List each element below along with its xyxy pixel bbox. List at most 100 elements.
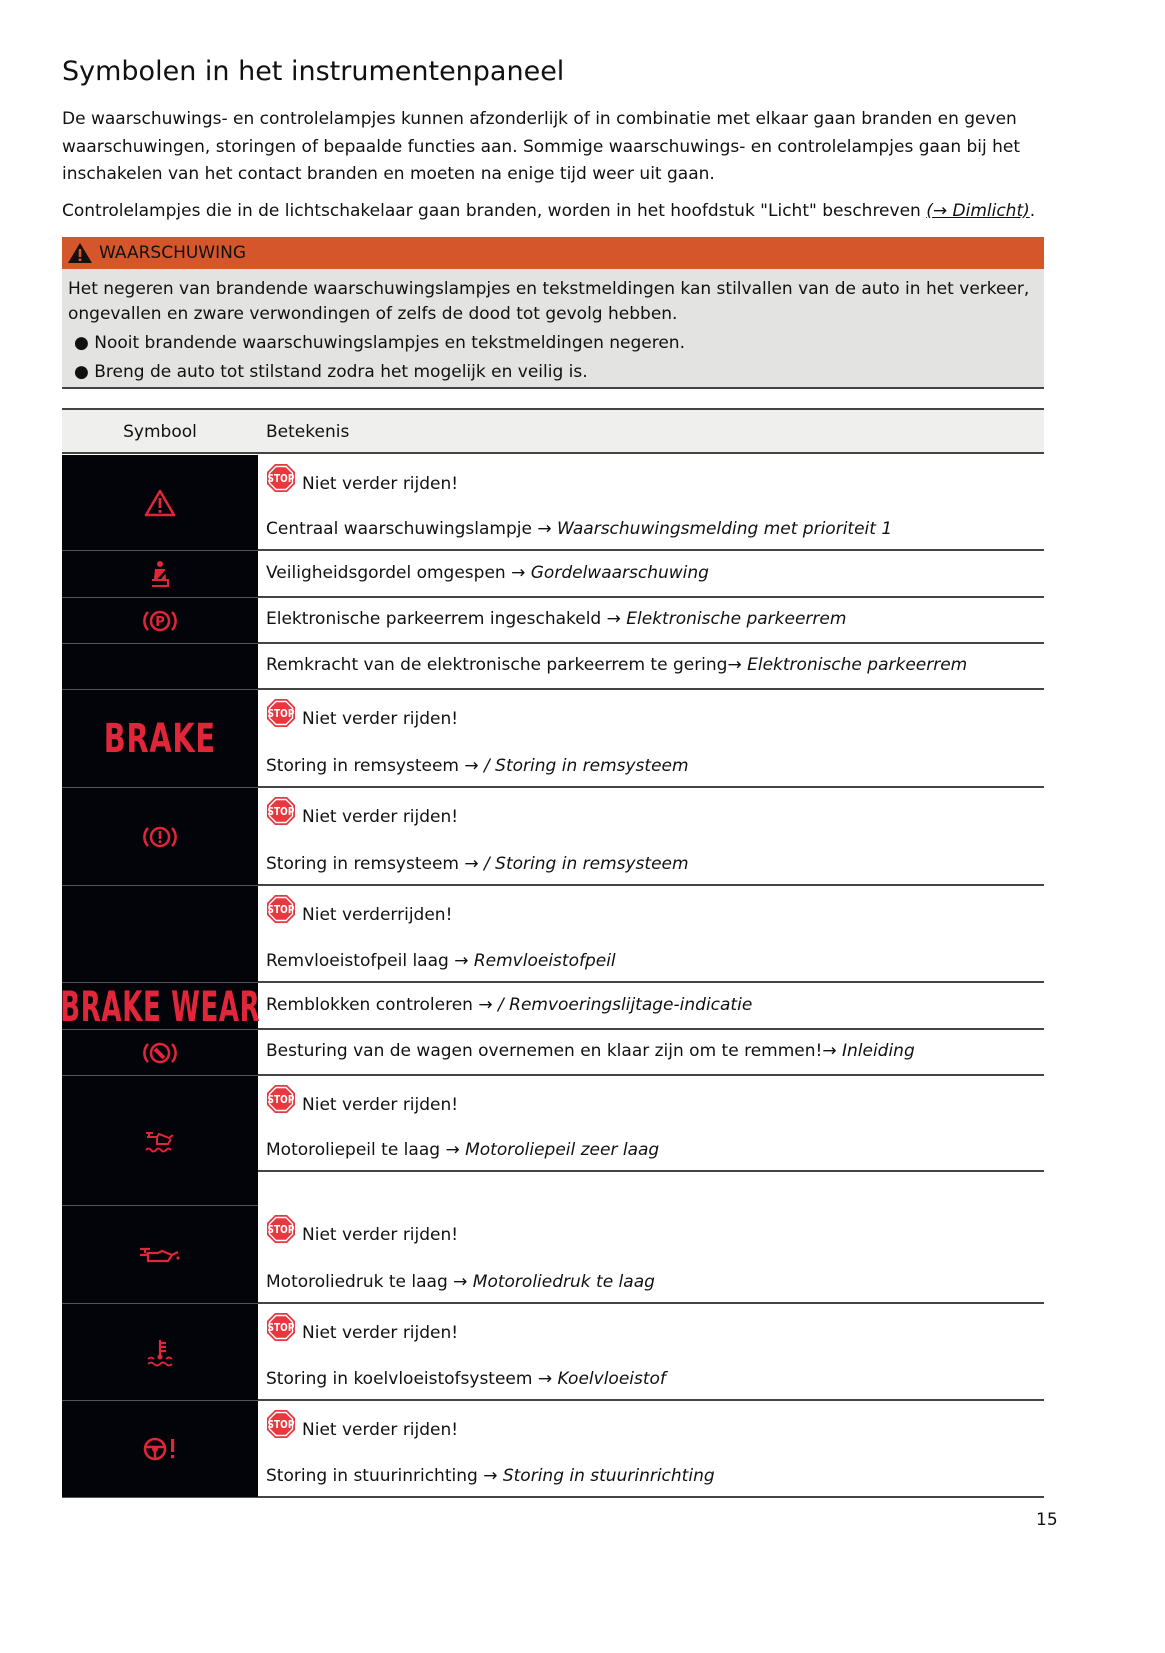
page-number: 15: [1036, 1510, 1058, 1530]
stop-icon: STOP: [267, 1313, 295, 1341]
symbol-cell: [62, 1206, 258, 1304]
symbol-cell: P: [62, 598, 258, 644]
stop-text: Niet verder rijden!: [302, 807, 459, 827]
table-header: Symbool Betekenis: [62, 408, 1044, 454]
stop-text: Niet verder rijden!: [302, 1323, 459, 1343]
table-row: Remblokken controleren → / Remvoeringsli…: [258, 983, 1044, 1030]
meaning-text: Motoroliepeil te laag →: [266, 1140, 466, 1160]
reference-link[interactable]: Inleiding: [841, 1041, 915, 1061]
driver-takeover-brake-icon: [142, 1040, 178, 1066]
symbol-cell: BRAKE WEAR: [60, 982, 259, 1031]
stop-text: Niet verder rijden!: [302, 1225, 459, 1245]
oil-level-icon: [143, 1128, 177, 1154]
steering-icon: [140, 1435, 180, 1463]
symbol-cell: BRAKE: [62, 690, 258, 788]
stop-icon: STOP: [267, 1085, 295, 1113]
reference-link[interactable]: Elektronische parkeerrem: [747, 655, 968, 675]
svg-text:STOP: STOP: [268, 1095, 295, 1107]
parking-brake-icon: P: [142, 608, 178, 634]
dimlicht-link[interactable]: (→ Dimlicht): [926, 201, 1030, 221]
meaning-text: Besturing van de wagen overnemen en klaa…: [266, 1041, 842, 1061]
svg-text:STOP: STOP: [268, 1225, 295, 1237]
meaning-text: Storing in stuurinrichting →: [266, 1466, 503, 1486]
table-row: STOP Niet verder rijden! Storing in koelvl…: [258, 1304, 1044, 1401]
svg-text:P: P: [155, 615, 165, 630]
reference-link[interactable]: / Storing in remsysteem: [484, 854, 689, 874]
intro-paragraph: De waarschuwings- en controlelampjes kun…: [62, 109, 1021, 184]
stop-text: Niet verder rijden!: [302, 709, 459, 729]
symbol-cell: [62, 1030, 258, 1076]
warning-icon: [68, 243, 92, 263]
symbol-cell: [62, 455, 258, 551]
stop-icon: STOP: [267, 1215, 295, 1243]
symbol-cell: [62, 1076, 258, 1206]
warning-triangle-icon: [143, 488, 177, 518]
reference-link[interactable]: Waarschuwingsmelding met prioriteit 1: [556, 519, 893, 539]
warning-label: WAARSCHUWING: [99, 243, 247, 263]
meaning-text: Remblokken controleren →: [266, 994, 498, 1015]
symbol-cell: [62, 788, 258, 886]
table-row: Elektronische parkeerrem ingeschakeld → …: [258, 598, 1044, 644]
stop-text: Niet verder rijden!: [302, 1095, 459, 1115]
stop-icon: STOP: [267, 797, 295, 825]
intro-paragraph-2: Controlelampjes die in de lichtschakelaa…: [62, 201, 1036, 221]
table-row: STOP Niet verder rijden! Centraal waarschu…: [258, 455, 1044, 551]
stop-icon: STOP: [267, 464, 295, 492]
stop-icon: STOP: [267, 1410, 295, 1438]
meaning-text: Centraal waarschuwingslampje →: [266, 519, 557, 539]
stop-text: Niet verderrijden!: [302, 905, 453, 925]
table-row: STOP Niet verder rijden! Motoroliepeil te …: [258, 1076, 1044, 1172]
warning-text: Het negeren van brandende waarschuwingsl…: [68, 279, 1030, 324]
reference-link[interactable]: Remvloeistofpeil: [473, 951, 616, 971]
table-row: STOP Niet verder rijden! Storing in stuuri…: [258, 1401, 1044, 1498]
reference-link[interactable]: / Remvoeringslijtage-indicatie: [498, 994, 753, 1015]
stop-icon: STOP: [267, 895, 295, 923]
warning-body: Het negeren van brandende waarschuwingsl…: [62, 269, 1044, 389]
reference-link[interactable]: Storing in stuurinrichting: [502, 1466, 715, 1486]
warning-header: WAARSCHUWING: [62, 237, 1044, 269]
coolant-icon: [145, 1337, 175, 1367]
reference-link[interactable]: Motoroliepeil zeer laag: [465, 1140, 660, 1160]
symbol-cell: [62, 551, 258, 598]
reference-link[interactable]: Motoroliedruk te laag: [472, 1272, 655, 1292]
meaning-text: Veiligheidsgordel omgespen →: [266, 562, 531, 583]
svg-text:STOP: STOP: [268, 905, 295, 917]
header-symbool: Symbool: [123, 422, 197, 442]
reference-link[interactable]: Koelvloeistof: [557, 1369, 666, 1389]
svg-text:STOP: STOP: [268, 474, 295, 486]
table-row: STOP Niet verderrijden! Remvloeistofpeil l…: [258, 886, 1044, 983]
symbol-cell: [62, 1401, 258, 1498]
meaning-text: Remvloeistofpeil laag →: [266, 951, 474, 971]
meaning-text: Storing in remsysteem →: [266, 756, 485, 776]
header-betekenis: Betekenis: [266, 422, 350, 442]
symbol-cell: [62, 644, 258, 690]
symbol-cell: [62, 886, 258, 983]
table-row: STOP Niet verder rijden! Motoroliedruk te …: [258, 1206, 1044, 1304]
table-row: Veiligheidsgordel omgespen → Gordelwaars…: [258, 551, 1044, 598]
svg-text:STOP: STOP: [268, 1323, 295, 1335]
warning-bullet: ● Breng de auto tot stilstand zodra het …: [74, 362, 588, 382]
stop-icon: STOP: [267, 699, 295, 727]
seatbelt-icon: [147, 560, 173, 588]
page-title: Symbolen in het instrumentenpaneel: [62, 56, 565, 87]
brake-system-icon: [142, 824, 178, 850]
symbol-cell: [62, 1304, 258, 1401]
svg-text:STOP: STOP: [268, 807, 295, 819]
table-row: STOP Niet verder rijden! Storing in remsys…: [258, 690, 1044, 788]
warning-bullet: ● Nooit brandende waarschuwingslampjes e…: [74, 333, 685, 353]
reference-link[interactable]: Gordelwaarschuwing: [530, 562, 709, 583]
meaning-text: Storing in koelvloeistofsysteem →: [266, 1369, 558, 1389]
stop-text: Niet verder rijden!: [302, 474, 459, 494]
reference-link[interactable]: Elektronische parkeerrem: [626, 609, 847, 629]
oil-pressure-icon: [138, 1244, 182, 1266]
table-row: Remkracht van de elektronische parkeerre…: [258, 644, 1044, 690]
brake-text: BRAKE: [103, 715, 217, 762]
svg-text:STOP: STOP: [268, 709, 295, 721]
meaning-text: Remkracht van de elektronische parkeerre…: [266, 655, 748, 675]
stop-text: Niet verder rijden!: [302, 1420, 459, 1440]
svg-text:STOP: STOP: [268, 1420, 295, 1432]
meaning-text: Storing in remsysteem →: [266, 854, 485, 874]
table-row: STOP Niet verder rijden! Storing in remsys…: [258, 788, 1044, 886]
meaning-text: Elektronische parkeerrem ingeschakeld →: [266, 609, 627, 629]
reference-link[interactable]: / Storing in remsysteem: [484, 756, 689, 776]
